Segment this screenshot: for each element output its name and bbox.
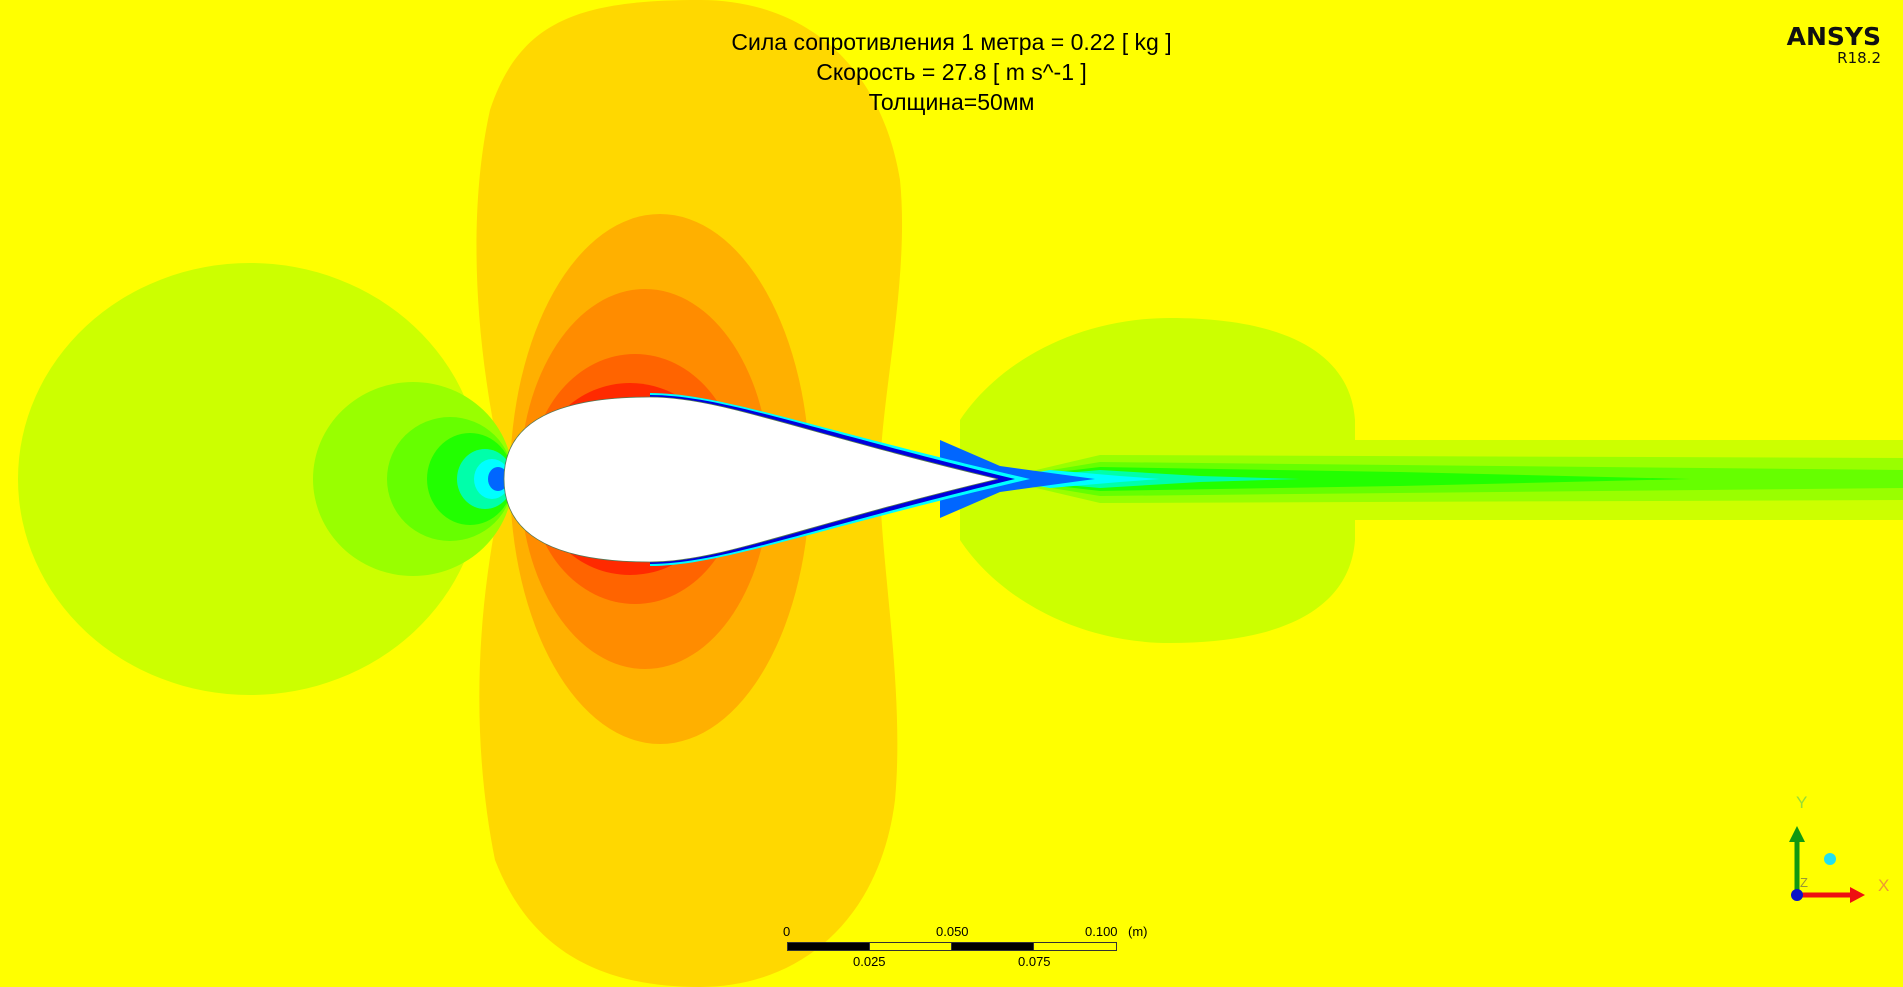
y-axis-arrow-head (1789, 826, 1805, 842)
scale-label-025: 0.025 (853, 954, 886, 969)
z-axis-label: Z (1800, 875, 1808, 890)
scale-segment (869, 942, 952, 951)
scale-label-050: 0.050 (936, 924, 969, 939)
z-axis-dot (1791, 889, 1803, 901)
scale-unit: (m) (1128, 924, 1148, 939)
contour-stagnation-7 (488, 467, 508, 491)
scale-label-075: 0.075 (1018, 954, 1051, 969)
y-axis-label: Y (1796, 793, 1808, 812)
wake-band-3 (998, 467, 1690, 491)
title-drag-force: Сила сопротивления 1 метра = 0.22 [ kg ] (731, 29, 1172, 55)
title-thickness: Толщина=50мм (868, 89, 1035, 115)
ansys-logo: ANSYS R18.2 (1786, 22, 1881, 67)
logo-brand: ANSYS (1786, 22, 1881, 51)
x-axis-label: X (1878, 876, 1890, 895)
scale-segment (1033, 942, 1117, 951)
rotation-center-sphere (1824, 853, 1836, 865)
scale-segment (951, 942, 1034, 951)
logo-version: R18.2 (1837, 49, 1881, 67)
scale-segment (787, 942, 870, 951)
scale-label-0: 0 (783, 924, 791, 939)
title-velocity: Скорость = 27.8 [ m s^-1 ] (816, 59, 1087, 85)
x-axis-arrow-head (1850, 887, 1865, 903)
airfoil-body (503, 396, 999, 563)
contour-stagnation-1 (18, 263, 482, 695)
scale-label-100: 0.100 (1085, 924, 1118, 939)
